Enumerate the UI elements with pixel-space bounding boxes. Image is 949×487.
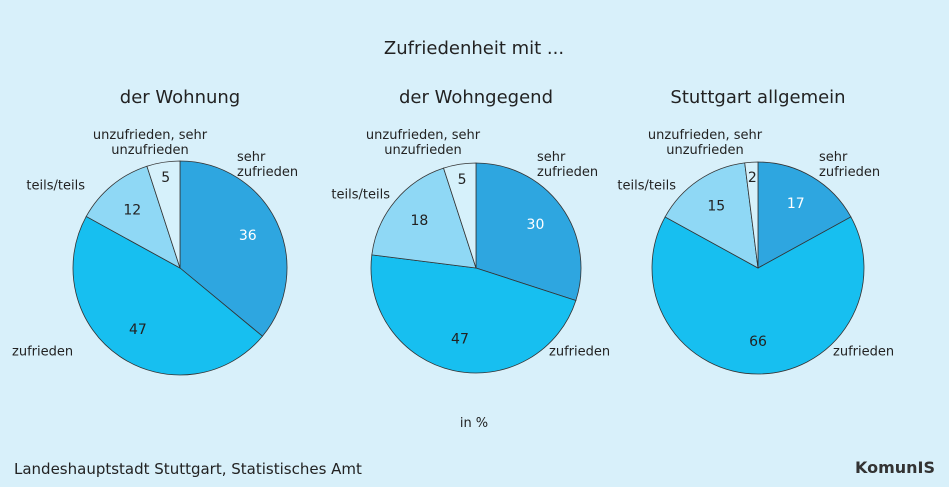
source: Landeshauptstadt Stuttgart, Statistische… [14, 460, 362, 478]
category-label: teils/teils [617, 178, 676, 194]
category-label: zufrieden [549, 344, 611, 360]
category-label: unzufrieden, sehr unzufrieden [365, 128, 481, 158]
value-label: 5 [458, 172, 467, 188]
value-label: 15 [707, 199, 725, 215]
value-label: 36 [239, 228, 257, 244]
value-label: 47 [129, 322, 147, 338]
pie-slice [757, 161, 852, 269]
pie-slice [651, 216, 865, 375]
category-label: teils/teils [331, 187, 390, 203]
value-label: 47 [451, 332, 469, 348]
category-label: unzufrieden, sehr unzufrieden [92, 128, 208, 158]
value-label: 5 [161, 170, 170, 186]
category-label: unzufrieden, sehr unzufrieden [647, 128, 763, 158]
category-label: zufrieden [833, 344, 895, 360]
category-label: sehr zufrieden [819, 150, 881, 180]
pie-slice [85, 165, 181, 269]
value-label: 30 [527, 217, 545, 233]
category-label: teils/teils [26, 178, 85, 194]
category-label: zufrieden [12, 344, 74, 360]
value-label: 66 [749, 334, 767, 350]
pie-slice [371, 167, 477, 269]
value-label: 17 [787, 196, 805, 212]
pie-title: der Wohngegend [398, 87, 554, 108]
pie-slice [179, 160, 288, 337]
category-label: sehr zufrieden [537, 150, 599, 180]
pie-slice [664, 162, 759, 269]
pie-title: der Wohnung [119, 87, 241, 108]
value-label: 18 [410, 213, 428, 229]
pie-slice [475, 162, 582, 301]
logo: KomunIS [854, 458, 935, 477]
main-title: Zufriedenheit mit ... [383, 38, 565, 59]
value-label: 2 [748, 170, 757, 186]
pie-slice [72, 215, 264, 376]
category-label: sehr zufrieden [237, 150, 299, 180]
pie-slice [744, 161, 759, 269]
pie-title: Stuttgart allgemein [670, 87, 846, 108]
pie-slice [370, 254, 577, 374]
unit-label: in % [459, 416, 489, 431]
pie-slice [146, 160, 181, 269]
value-label: 12 [123, 202, 141, 218]
pie-slice [443, 162, 477, 269]
